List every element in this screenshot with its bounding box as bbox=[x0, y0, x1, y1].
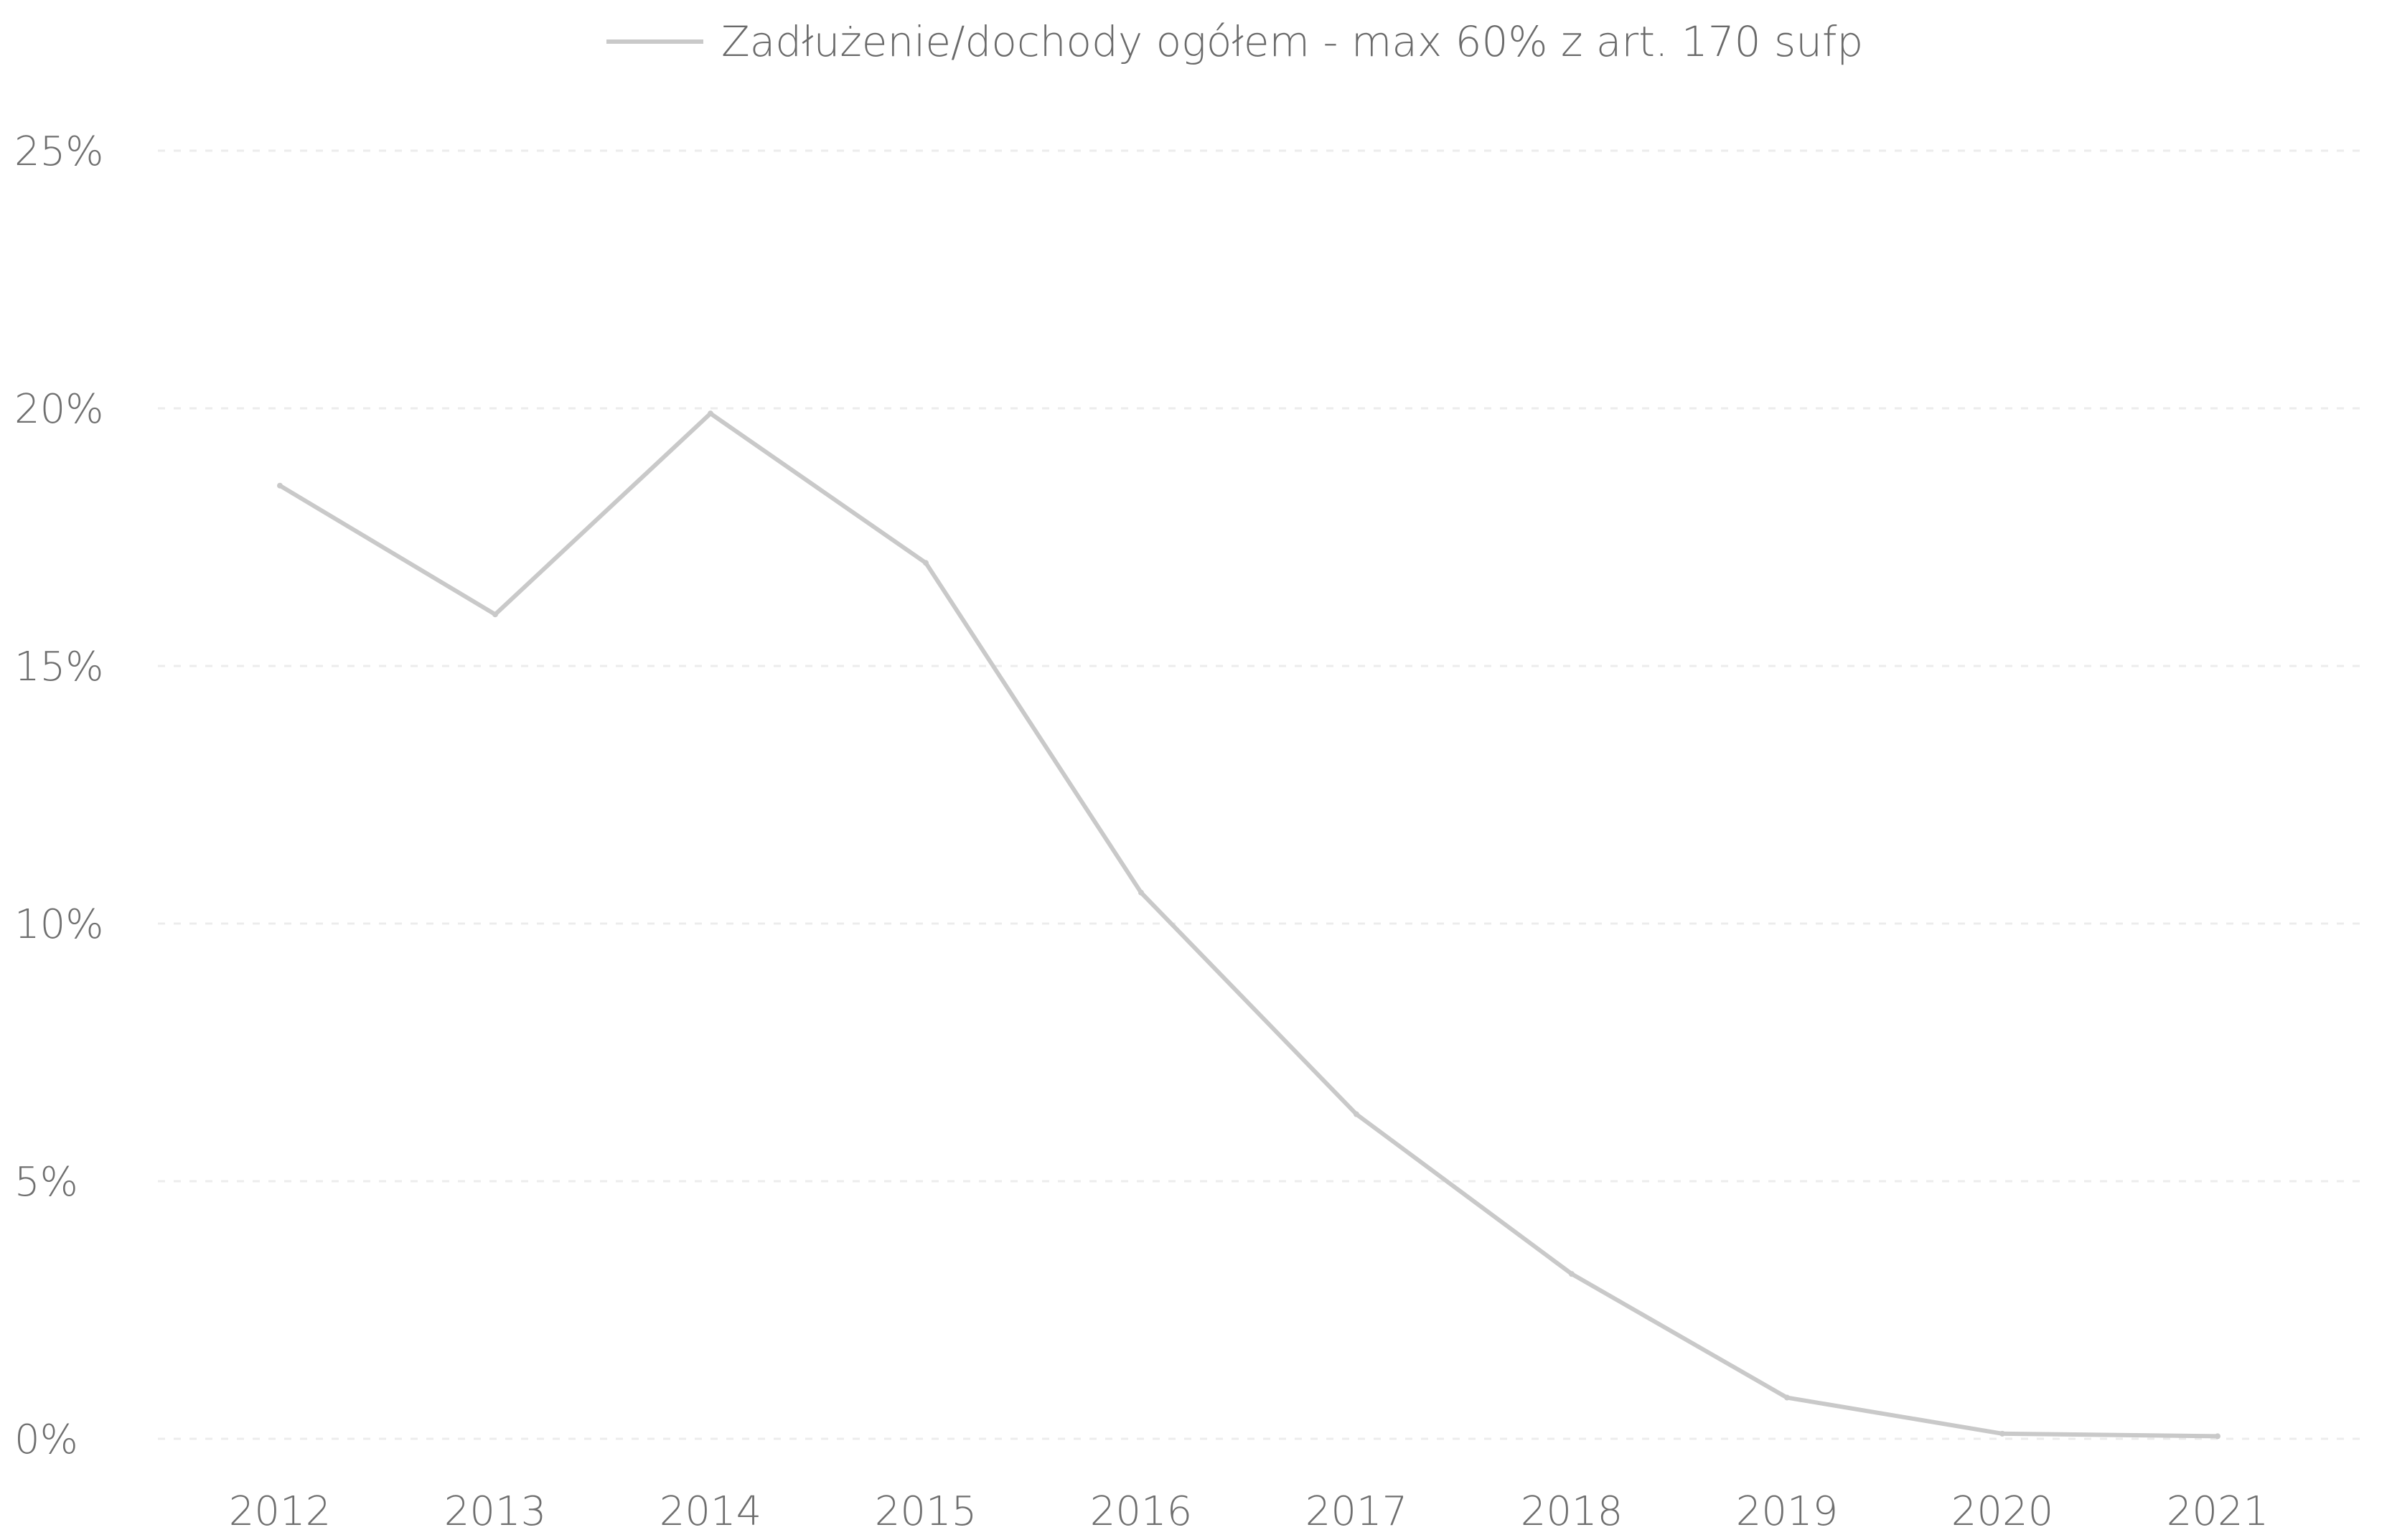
x-tick-label-2019: 2019 bbox=[1736, 1488, 1839, 1535]
x-tick-label-2014: 2014 bbox=[660, 1488, 762, 1535]
x-axis-tick-labels: 2012 2013 2014 2015 2016 2017 2018 2019 2020 2021 bbox=[229, 1488, 2269, 1535]
data-point-2013 bbox=[492, 611, 498, 618]
y-tick-label-1: 5% bbox=[14, 1159, 78, 1206]
series-line-zadluzenie bbox=[278, 411, 2220, 1439]
y-tick-label-3: 15% bbox=[14, 644, 103, 690]
data-point-2020 bbox=[1999, 1430, 2005, 1437]
data-point-2021 bbox=[2215, 1433, 2220, 1440]
x-tick-label-2020: 2020 bbox=[1951, 1488, 2054, 1535]
x-tick-label-2012: 2012 bbox=[229, 1488, 332, 1535]
legend-label: Zadłużenie/dochody ogółem - max 60% z ar… bbox=[721, 17, 1863, 66]
x-tick-label-2015: 2015 bbox=[875, 1488, 977, 1535]
x-tick-label-2021: 2021 bbox=[2167, 1488, 2269, 1535]
x-tick-label-2018: 2018 bbox=[1521, 1488, 1623, 1535]
chart-legend: Zadłużenie/dochody ogółem - max 60% z ar… bbox=[606, 17, 1863, 66]
x-tick-label-2017: 2017 bbox=[1305, 1488, 1408, 1535]
y-tick-label-4: 20% bbox=[14, 386, 103, 433]
y-axis-tick-labels: 0% 5% 10% 15% 20% 25% bbox=[14, 128, 103, 1463]
x-tick-label-2016: 2016 bbox=[1090, 1488, 1193, 1535]
data-point-2015 bbox=[923, 560, 929, 566]
data-point-2012 bbox=[277, 482, 283, 489]
y-tick-label-2: 10% bbox=[14, 901, 103, 948]
y-tick-label-0: 0% bbox=[14, 1417, 78, 1463]
data-point-2019 bbox=[1784, 1394, 1790, 1401]
data-point-2017 bbox=[1354, 1111, 1359, 1117]
y-tick-label-5: 25% bbox=[14, 128, 103, 175]
data-point-2016 bbox=[1138, 889, 1144, 896]
x-tick-label-2013: 2013 bbox=[444, 1488, 547, 1535]
data-point-2018 bbox=[1569, 1271, 1575, 1277]
series-layer bbox=[277, 410, 2220, 1440]
data-point-2014 bbox=[708, 410, 713, 417]
grid-layer bbox=[158, 149, 2368, 1440]
